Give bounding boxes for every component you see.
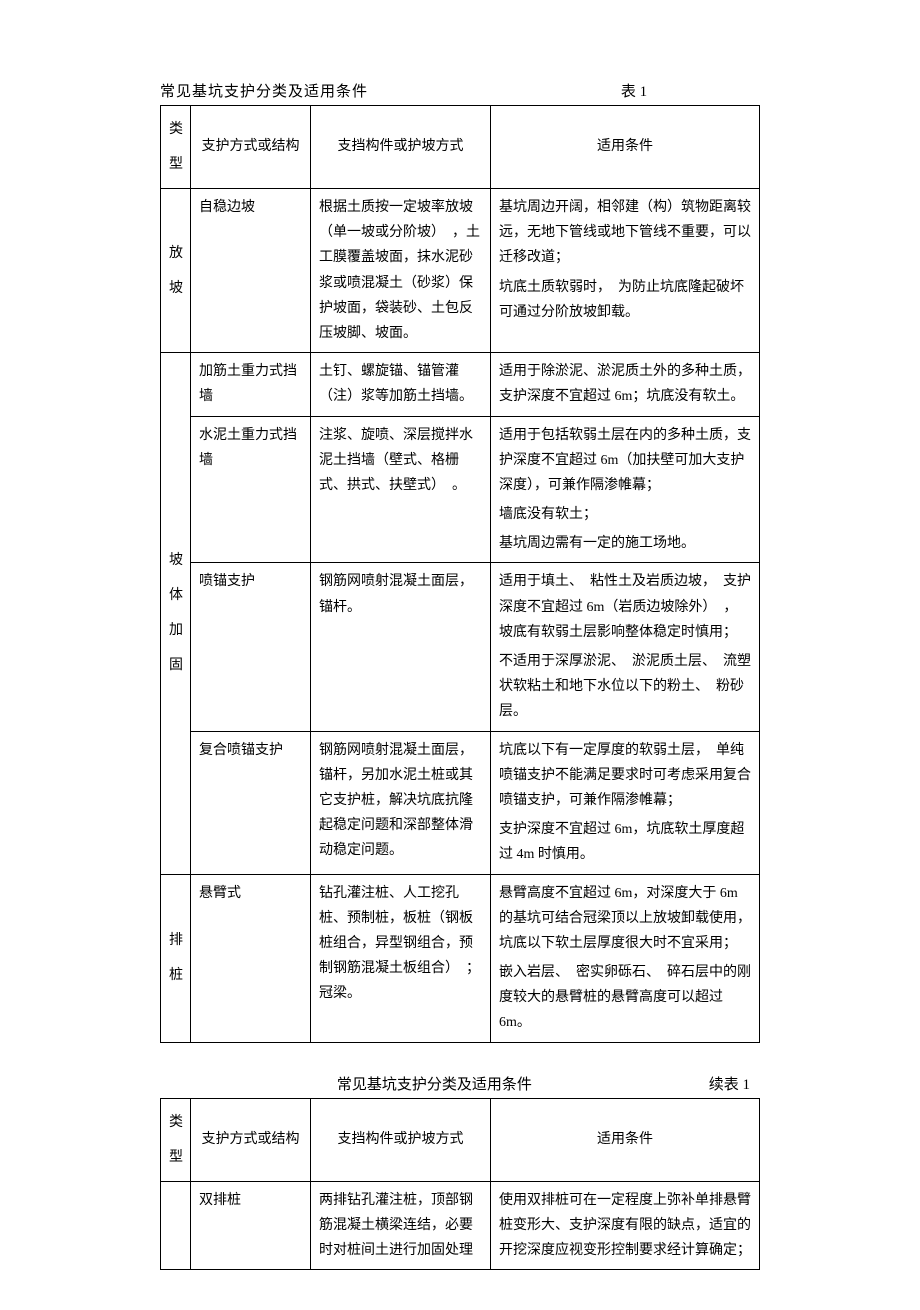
condition-paragraph: 使用双排桩可在一定程度上弥补单排悬臂桩变形大、支护深度有限的缺点，适宜的开挖深度… bbox=[499, 1188, 751, 1264]
table-row: 复合喷锚支护钢筋网喷射混凝土面层，锚杆，另加水泥土桩或其它支护桩，解决坑底抗隆起… bbox=[161, 731, 760, 874]
method-cell: 悬臂式 bbox=[191, 874, 311, 1042]
condition-paragraph: 坑底以下有一定厚度的软弱土层， 单纯喷锚支护不能满足要求时可考虑采用复合喷锚支护… bbox=[499, 738, 751, 814]
table2-number: 续表 1 bbox=[709, 1073, 760, 1094]
condition-paragraph: 适用于填土、 粘性土及岩质边坡， 支护深度不宜超过 6m（岩质边坡除外） ，坡底… bbox=[499, 569, 751, 645]
component-cell: 根据土质按一定坡率放坡（单一坡或分阶坡） ，土工膜覆盖坡面，抹水泥砂浆或喷混凝土… bbox=[311, 189, 491, 353]
table1-header-row: 类型 支护方式或结构 支挡构件或护坡方式 适用条件 bbox=[161, 106, 760, 189]
method-cell: 水泥土重力式挡墙 bbox=[191, 416, 311, 563]
table-row: 坡体加固加筋土重力式挡墙土钉、螺旋锚、锚管灌（注）浆等加筋土挡墙。适用于除淤泥、… bbox=[161, 353, 760, 416]
type-cell: 排桩 bbox=[161, 874, 191, 1042]
method-cell: 自稳边坡 bbox=[191, 189, 311, 353]
table-row: 水泥土重力式挡墙注浆、旋喷、深层搅拌水泥土挡墙（壁式、格栅式、拱式、扶壁式） 。… bbox=[161, 416, 760, 563]
condition-paragraph: 悬臂高度不宜超过 6m，对深度大于 6m 的基坑可结合冠梁顶以上放坡卸载使用，坑… bbox=[499, 881, 751, 957]
component-cell: 注浆、旋喷、深层搅拌水泥土挡墙（壁式、格栅式、拱式、扶壁式） 。 bbox=[311, 416, 491, 563]
table1-title: 常见基坑支护分类及适用条件 bbox=[160, 80, 368, 101]
table2-title-row: 常见基坑支护分类及适用条件 续表 1 bbox=[160, 1073, 760, 1094]
table1: 类型 支护方式或结构 支挡构件或护坡方式 适用条件 放坡自稳边坡根据土质按一定坡… bbox=[160, 105, 760, 1043]
document-page: 常见基坑支护分类及适用条件 表 1 类型 支护方式或结构 支挡构件或护坡方式 适… bbox=[80, 0, 840, 1310]
type-cell: 放坡 bbox=[161, 189, 191, 353]
condition-paragraph: 墙底没有软土； bbox=[499, 502, 751, 527]
table-row: 排桩悬臂式钻孔灌注桩、人工挖孔桩、预制桩，板桩（钢板桩组合，异型钢组合，预制钢筋… bbox=[161, 874, 760, 1042]
condition-paragraph: 嵌入岩层、 密实卵砾石、 碎石层中的刚度较大的悬臂桩的悬臂高度可以超过 6m。 bbox=[499, 960, 751, 1036]
component-cell: 钢筋网喷射混凝土面层，锚杆，另加水泥土桩或其它支护桩，解决坑底抗隆起稳定问题和深… bbox=[311, 731, 491, 874]
condition-cell: 悬臂高度不宜超过 6m，对深度大于 6m 的基坑可结合冠梁顶以上放坡卸载使用，坑… bbox=[491, 874, 760, 1042]
component-cell: 钻孔灌注桩、人工挖孔桩、预制桩，板桩（钢板桩组合，异型钢组合，预制钢筋混凝土板组… bbox=[311, 874, 491, 1042]
component-cell: 钢筋网喷射混凝土面层，锚杆。 bbox=[311, 563, 491, 731]
header-condition: 适用条件 bbox=[491, 106, 760, 189]
table1-title-row: 常见基坑支护分类及适用条件 表 1 bbox=[160, 80, 760, 101]
header-condition-2: 适用条件 bbox=[491, 1098, 760, 1181]
condition-paragraph: 支护深度不宜超过 6m，坑底软土厚度超过 4m 时慎用。 bbox=[499, 817, 751, 867]
table-row: 放坡自稳边坡根据土质按一定坡率放坡（单一坡或分阶坡） ，土工膜覆盖坡面，抹水泥砂… bbox=[161, 189, 760, 353]
component-cell: 两排钻孔灌注桩，顶部钢筋混凝土横梁连结，必要时对桩间土进行加固处理 bbox=[311, 1181, 491, 1270]
header-component: 支挡构件或护坡方式 bbox=[311, 106, 491, 189]
table1-body: 放坡自稳边坡根据土质按一定坡率放坡（单一坡或分阶坡） ，土工膜覆盖坡面，抹水泥砂… bbox=[161, 189, 760, 1043]
condition-paragraph: 基坑周边需有一定的施工场地。 bbox=[499, 531, 751, 556]
table2-body: 双排桩两排钻孔灌注桩，顶部钢筋混凝土横梁连结，必要时对桩间土进行加固处理使用双排… bbox=[161, 1181, 760, 1270]
condition-paragraph: 坑底土质软弱时， 为防止坑底隆起破坏可通过分阶放坡卸载。 bbox=[499, 275, 751, 325]
type-cell bbox=[161, 1181, 191, 1270]
header-type: 类型 bbox=[161, 106, 191, 189]
method-cell: 复合喷锚支护 bbox=[191, 731, 311, 874]
condition-cell: 坑底以下有一定厚度的软弱土层， 单纯喷锚支护不能满足要求时可考虑采用复合喷锚支护… bbox=[491, 731, 760, 874]
condition-cell: 基坑周边开阔，相邻建（构）筑物距离较远，无地下管线或地下管线不重要，可以迁移改道… bbox=[491, 189, 760, 353]
header-method-2: 支护方式或结构 bbox=[191, 1098, 311, 1181]
table2-header-row: 类型 支护方式或结构 支挡构件或护坡方式 适用条件 bbox=[161, 1098, 760, 1181]
header-type-2: 类型 bbox=[161, 1098, 191, 1181]
condition-paragraph: 基坑周边开阔，相邻建（构）筑物距离较远，无地下管线或地下管线不重要，可以迁移改道… bbox=[499, 195, 751, 271]
table-row: 喷锚支护钢筋网喷射混凝土面层，锚杆。适用于填土、 粘性土及岩质边坡， 支护深度不… bbox=[161, 563, 760, 731]
condition-cell: 使用双排桩可在一定程度上弥补单排悬臂桩变形大、支护深度有限的缺点，适宜的开挖深度… bbox=[491, 1181, 760, 1270]
table1-number: 表 1 bbox=[368, 80, 760, 101]
header-method: 支护方式或结构 bbox=[191, 106, 311, 189]
component-cell: 土钉、螺旋锚、锚管灌（注）浆等加筋土挡墙。 bbox=[311, 353, 491, 416]
header-component-2: 支挡构件或护坡方式 bbox=[311, 1098, 491, 1181]
table2: 类型 支护方式或结构 支挡构件或护坡方式 适用条件 双排桩两排钻孔灌注桩，顶部钢… bbox=[160, 1098, 760, 1271]
table2-title: 常见基坑支护分类及适用条件 bbox=[160, 1073, 709, 1094]
condition-paragraph: 不适用于深厚淤泥、 淤泥质土层、 流塑状软粘土和地下水位以下的粉土、 粉砂层。 bbox=[499, 649, 751, 725]
method-cell: 喷锚支护 bbox=[191, 563, 311, 731]
condition-cell: 适用于填土、 粘性土及岩质边坡， 支护深度不宜超过 6m（岩质边坡除外） ，坡底… bbox=[491, 563, 760, 731]
condition-cell: 适用于除淤泥、淤泥质土外的多种土质，支护深度不宜超过 6m；坑底没有软土。 bbox=[491, 353, 760, 416]
condition-cell: 适用于包括软弱土层在内的多种土质，支护深度不宜超过 6m（加扶壁可加大支护深度）… bbox=[491, 416, 760, 563]
condition-paragraph: 适用于包括软弱土层在内的多种土质，支护深度不宜超过 6m（加扶壁可加大支护深度）… bbox=[499, 423, 751, 499]
table-row: 双排桩两排钻孔灌注桩，顶部钢筋混凝土横梁连结，必要时对桩间土进行加固处理使用双排… bbox=[161, 1181, 760, 1270]
method-cell: 加筋土重力式挡墙 bbox=[191, 353, 311, 416]
condition-paragraph: 适用于除淤泥、淤泥质土外的多种土质，支护深度不宜超过 6m；坑底没有软土。 bbox=[499, 359, 751, 409]
type-cell: 坡体加固 bbox=[161, 353, 191, 874]
method-cell: 双排桩 bbox=[191, 1181, 311, 1270]
